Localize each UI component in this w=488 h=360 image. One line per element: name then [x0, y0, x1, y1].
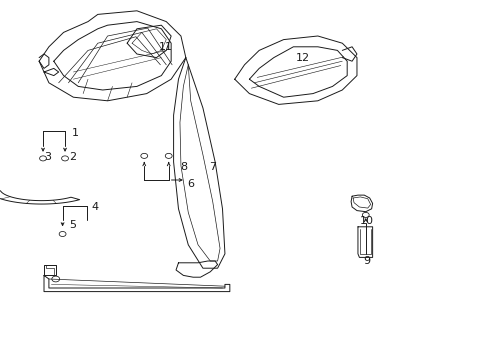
- Text: 6: 6: [187, 179, 194, 189]
- Text: 2: 2: [69, 152, 76, 162]
- Text: 9: 9: [363, 256, 369, 266]
- Text: 5: 5: [69, 220, 76, 230]
- Text: 8: 8: [180, 162, 186, 172]
- Text: 7: 7: [209, 162, 216, 172]
- Text: 10: 10: [359, 216, 373, 226]
- Text: 4: 4: [92, 202, 99, 212]
- Text: 1: 1: [72, 128, 79, 138]
- Text: 11: 11: [159, 42, 173, 52]
- Text: 3: 3: [44, 152, 51, 162]
- Text: 12: 12: [296, 53, 309, 63]
